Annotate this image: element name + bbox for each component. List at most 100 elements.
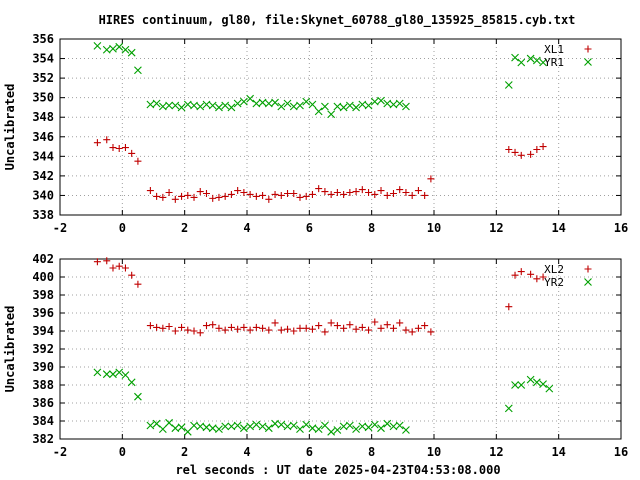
data-point [208,101,217,110]
data-point [93,368,102,377]
data-point [128,271,136,279]
data-point [296,101,304,110]
data-point [196,422,205,431]
data-point [371,318,379,326]
data-point [383,321,391,329]
data-point [358,100,367,109]
data-point [233,421,242,430]
data-point [121,144,129,152]
data-point [302,420,311,429]
data-point [302,97,311,106]
y-tick-label: 338 [32,208,54,222]
y-tick-label: 400 [32,270,54,284]
data-point [517,151,525,159]
data-point [190,193,198,201]
data-point [371,190,379,198]
data-point [302,192,310,200]
data-point [103,257,111,265]
data-point [414,187,422,195]
data-point [377,187,385,195]
data-point [511,271,519,279]
data-point [202,100,211,109]
data-point [308,100,317,109]
y-axis-label: Uncalibrated [3,306,17,393]
data-point [339,422,348,431]
x-tick-label: 10 [427,445,441,459]
data-point [196,329,204,337]
data-point [209,194,217,202]
data-point [545,384,554,393]
data-point [345,101,354,110]
data-point [364,101,373,110]
data-point [402,189,410,197]
bottom-panel: 382 384 386 388 390 392 394 396 398 400 402 -2 0 2 4 6 8… [3,252,628,459]
data-point [208,424,217,433]
x-tick-label: 2 [181,221,188,235]
data-point [327,190,335,198]
data-point [152,419,161,428]
data-point [109,264,117,272]
data-point [128,149,136,157]
data-point [134,392,142,401]
data-point [389,189,397,197]
data-point [177,103,186,112]
data-point [408,328,416,336]
data-point [196,188,204,196]
data-point [377,324,385,332]
series-XL2 [93,257,547,337]
data-point [345,421,354,430]
legend-label: XL2 [544,263,564,276]
x-tick-label: 14 [551,445,565,459]
y-tick-label: 396 [32,306,54,320]
data-point [277,191,285,199]
data-point [302,324,310,332]
data-point [283,99,292,108]
data-point [396,186,404,194]
y-tick-label: 390 [32,360,54,374]
data-point [365,326,373,334]
data-point [93,258,101,266]
data-point [327,427,336,436]
data-point [121,45,130,54]
data-point [93,139,101,147]
data-point [221,192,229,200]
data-point [146,100,155,109]
data-point [215,425,223,433]
data-point [352,188,360,196]
data-point [171,195,179,203]
data-point [505,303,513,311]
data-point [365,189,373,197]
data-point [271,190,279,198]
data-point [517,381,526,389]
data-point [370,420,379,429]
data-point [277,420,286,429]
data-point [315,322,323,330]
x-tick-label: 12 [489,445,503,459]
data-point [115,262,123,270]
data-point [259,191,267,199]
data-point [517,58,526,67]
x-tick-label: -2 [53,445,67,459]
data-point [202,322,210,330]
data-point [308,325,316,333]
data-point [209,321,217,329]
data-point [511,381,519,389]
data-point [527,270,535,278]
data-point [158,102,167,111]
top-panel: 338 340 342 344 346 348 350 352 354 356 -2 0 2 4 6 8 10 1… [3,32,628,235]
data-point [389,100,398,109]
data-point [346,321,354,329]
data-point [183,427,192,436]
legend-marker [584,278,592,286]
data-point [158,425,167,433]
data-point [109,144,117,152]
data-point [339,103,348,112]
x-tick-label: 2 [181,445,188,459]
data-point [539,273,547,281]
legend-label: XL1 [544,43,564,56]
data-point [177,423,186,432]
data-point [283,422,292,431]
data-point [190,327,198,335]
data-point [227,422,236,431]
